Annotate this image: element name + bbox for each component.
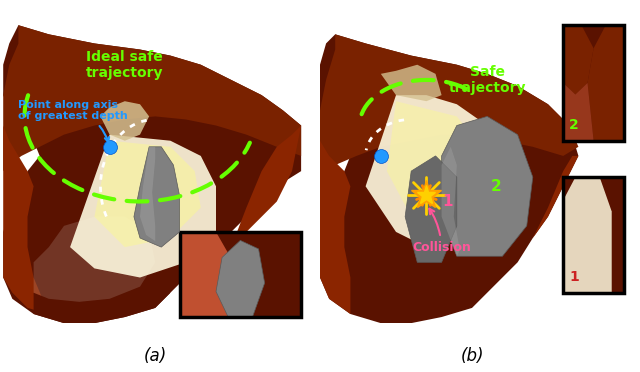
- Polygon shape: [34, 287, 170, 323]
- Polygon shape: [134, 147, 179, 247]
- Polygon shape: [381, 65, 442, 101]
- Text: 1: 1: [442, 194, 453, 209]
- Polygon shape: [442, 147, 460, 256]
- Polygon shape: [387, 101, 487, 226]
- Text: (a): (a): [143, 347, 167, 365]
- Polygon shape: [320, 141, 351, 314]
- Polygon shape: [532, 156, 579, 238]
- Polygon shape: [3, 25, 301, 323]
- Polygon shape: [231, 125, 301, 247]
- Polygon shape: [3, 125, 49, 314]
- Text: Safe
trajectory: Safe trajectory: [449, 65, 526, 95]
- Polygon shape: [34, 217, 155, 302]
- Text: 2: 2: [491, 179, 502, 194]
- Polygon shape: [70, 135, 216, 278]
- Text: Point along axis
of greatest depth: Point along axis of greatest depth: [19, 100, 128, 142]
- Polygon shape: [320, 34, 579, 323]
- Polygon shape: [442, 116, 532, 256]
- Polygon shape: [365, 95, 502, 247]
- Polygon shape: [3, 19, 307, 323]
- Polygon shape: [3, 25, 301, 171]
- Polygon shape: [95, 141, 201, 247]
- Text: (b): (b): [460, 347, 484, 365]
- Polygon shape: [320, 19, 624, 323]
- Polygon shape: [100, 101, 149, 141]
- Polygon shape: [140, 147, 155, 241]
- Text: Ideal safe
trajectory: Ideal safe trajectory: [86, 49, 164, 80]
- Polygon shape: [320, 34, 579, 171]
- Text: Collision: Collision: [412, 209, 471, 254]
- Polygon shape: [405, 156, 457, 262]
